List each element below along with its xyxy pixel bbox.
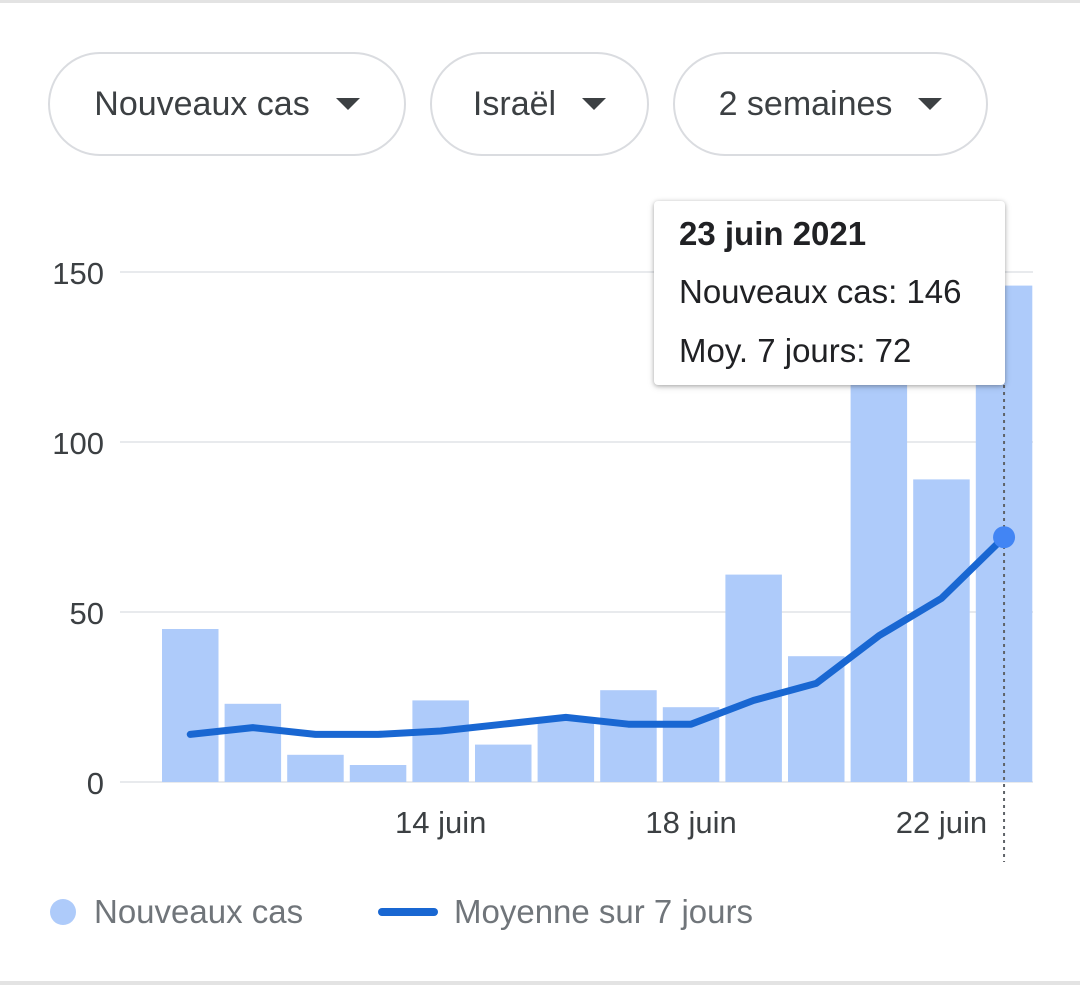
bar[interactable] bbox=[475, 744, 532, 782]
x-tick-label: 14 juin bbox=[395, 805, 486, 840]
bar[interactable] bbox=[162, 629, 219, 782]
highlight-point[interactable] bbox=[993, 526, 1016, 549]
caret-down-icon bbox=[335, 98, 360, 110]
caret-down-icon bbox=[918, 98, 943, 110]
y-tick-label: 50 bbox=[70, 596, 104, 631]
bar[interactable] bbox=[600, 690, 657, 782]
average-line[interactable] bbox=[186, 533, 1008, 738]
country-dropdown-label: Israël bbox=[472, 84, 557, 123]
bar[interactable] bbox=[537, 717, 595, 782]
bottom-divider bbox=[0, 981, 1080, 985]
bar[interactable] bbox=[412, 700, 469, 782]
legend-dot-icon bbox=[50, 899, 76, 925]
tooltip-new-cases: Nouveaux cas: 146 bbox=[679, 273, 962, 310]
bar[interactable] bbox=[287, 754, 344, 782]
metric-dropdown-label: Nouveaux cas bbox=[94, 84, 310, 123]
y-tick-label: 150 bbox=[52, 256, 104, 291]
metric-dropdown[interactable]: Nouveaux cas bbox=[48, 52, 406, 156]
bar[interactable] bbox=[788, 656, 845, 782]
top-divider bbox=[0, 0, 1080, 3]
x-tick-label: 22 juin bbox=[896, 805, 987, 840]
period-dropdown-label: 2 semaines bbox=[718, 84, 893, 123]
bar[interactable] bbox=[850, 357, 908, 782]
legend-label-average: Moyenne sur 7 jours bbox=[454, 893, 753, 930]
chart-tooltip: 23 juin 2021 Nouveaux cas: 146 Moy. 7 jo… bbox=[654, 201, 1005, 385]
tooltip-average: Moy. 7 jours: 72 bbox=[679, 332, 912, 369]
y-tick-label: 0 bbox=[87, 766, 104, 801]
tooltip-date: 23 juin 2021 bbox=[679, 215, 867, 252]
caret-down-icon bbox=[582, 98, 607, 110]
bar[interactable] bbox=[913, 479, 970, 782]
bar[interactable] bbox=[224, 703, 282, 782]
x-tick-label: 18 juin bbox=[645, 805, 736, 840]
y-tick-label: 100 bbox=[52, 426, 104, 461]
legend-line-icon bbox=[378, 908, 438, 916]
cases-chart[interactable]: 0 50 100 150 14 juin 18 juin 22 juin bbox=[0, 0, 1080, 880]
legend-item-new-cases: Nouveaux cas bbox=[50, 890, 303, 934]
country-dropdown[interactable]: Israël bbox=[430, 52, 649, 156]
bar[interactable] bbox=[725, 574, 782, 782]
legend-item-average: Moyenne sur 7 jours bbox=[378, 890, 753, 934]
bar[interactable] bbox=[349, 765, 407, 782]
legend-label-new-cases: Nouveaux cas bbox=[94, 893, 304, 930]
period-dropdown[interactable]: 2 semaines bbox=[673, 52, 988, 156]
